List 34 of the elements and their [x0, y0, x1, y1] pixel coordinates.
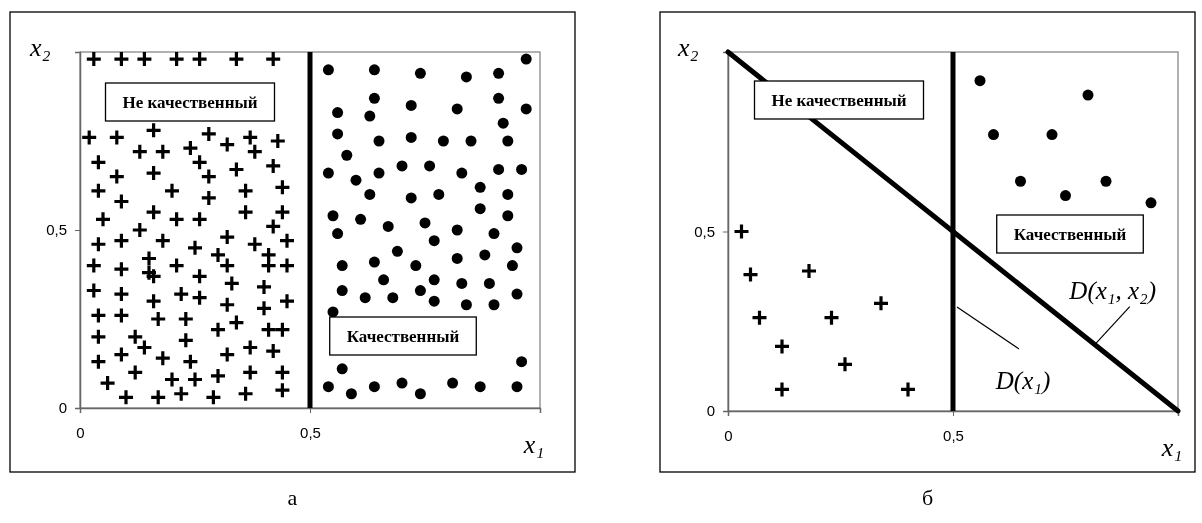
- point: [1100, 175, 1112, 187]
- point: [732, 222, 751, 241]
- text: б: [921, 485, 934, 510]
- point: [974, 75, 986, 87]
- annotation: Качественный: [1013, 225, 1127, 244]
- x-axis-title: x₁: [1160, 433, 1183, 462]
- point: [988, 129, 999, 141]
- x-tick-label: 0,5: [300, 423, 321, 441]
- point: [773, 380, 791, 399]
- point: [1060, 190, 1071, 202]
- x-tick-label: 0: [76, 423, 85, 441]
- series-label: D(x₁, x₂): [1068, 276, 1157, 305]
- point: [836, 355, 854, 373]
- point: [1046, 129, 1058, 141]
- point: [773, 337, 791, 355]
- point: [800, 262, 818, 280]
- annotation: Качественный: [346, 327, 460, 346]
- ref-line-label: D(x₁): [994, 366, 1051, 395]
- y-axis-title: x₂: [677, 33, 699, 62]
- point: [899, 380, 917, 399]
- annotation: Не качественный: [122, 93, 258, 112]
- point: [1015, 175, 1026, 187]
- point: [822, 309, 841, 327]
- point: [750, 309, 769, 327]
- y-axis-title: x₂: [29, 33, 51, 62]
- x-tick-label: 0,5: [943, 426, 964, 444]
- point: [872, 294, 890, 312]
- point: [741, 265, 760, 284]
- annotation: Не качественный: [771, 91, 907, 110]
- x-axis-title: x₁: [522, 430, 545, 459]
- point: [1082, 89, 1094, 101]
- text: а: [287, 485, 298, 510]
- x-tick-label: 0: [724, 426, 733, 444]
- point: [1145, 197, 1157, 209]
